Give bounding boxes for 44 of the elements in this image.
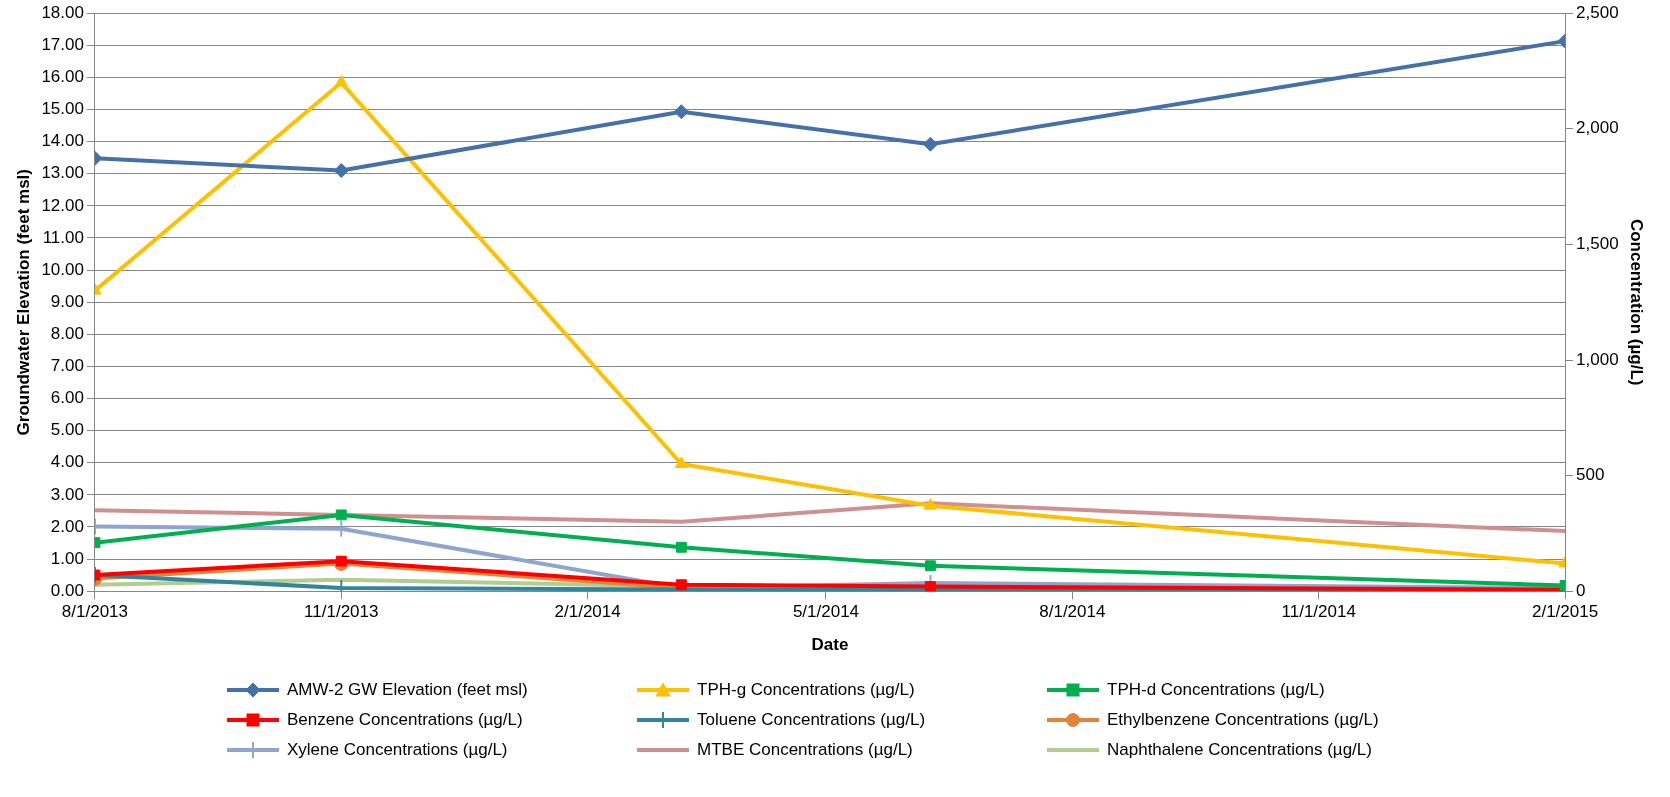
x-tick-label: 8/1/2014	[1039, 602, 1106, 622]
y-tick-label: 4.00	[50, 452, 84, 472]
x-tick-label: 5/1/2014	[792, 602, 860, 622]
legend-label: AMW-2 GW Elevation (feet msl)	[287, 680, 528, 700]
legend-label: TPH-g Concentrations (µg/L)	[697, 680, 915, 700]
y-tick-label: 7.00	[50, 356, 84, 376]
y-tick-label: 18.00	[41, 2, 84, 22]
y-tick-label: 15.00	[41, 99, 84, 119]
y-tick-label: 6.00	[50, 388, 84, 408]
y-tick-label: 5.00	[50, 420, 84, 440]
legend-label: Xylene Concentrations (µg/L)	[287, 740, 508, 760]
legend-label: Benzene Concentrations (µg/L)	[287, 710, 523, 730]
y-tick-label: 1.00	[50, 548, 84, 568]
y-tick-label: 16.00	[41, 67, 84, 87]
y2-axis-title: Concentration (µg/L)	[1627, 218, 1647, 386]
y-tick-label: 10.00	[41, 259, 84, 279]
legend-label: Toluene Concentrations (µg/L)	[697, 710, 926, 730]
y-tick-label: 11.00	[42, 227, 84, 247]
y2-tick-label: 2,000	[1576, 118, 1619, 138]
y-tick-label: 0.00	[50, 580, 84, 600]
x-tick-label: 2/1/2014	[554, 602, 621, 622]
y2-tick-label: 0	[1576, 580, 1586, 600]
x-tick-label: 8/1/2013	[61, 602, 129, 622]
y-tick-label: 8.00	[50, 324, 84, 343]
y2-tick-label: 2,500	[1576, 2, 1619, 22]
y-tick-label: 3.00	[50, 484, 84, 504]
y-tick-label: 12.00	[41, 195, 84, 215]
legend-label: Naphthalene Concentrations (µg/L)	[1107, 740, 1372, 760]
legend-label: Ethylbenzene Concentrations (µg/L)	[1107, 710, 1379, 730]
y-tick-label: 13.00	[41, 163, 84, 183]
y-axis-title: Groundwater Elevation (feet msl)	[13, 169, 33, 436]
x-tick-label: 11/1/2014	[1281, 602, 1356, 622]
legend-label: MTBE Concentrations (µg/L)	[697, 740, 913, 760]
y-tick-label: 14.00	[41, 131, 84, 151]
x-tick-label: 11/1/2013	[304, 602, 379, 622]
y2-tick-label: 1,000	[1576, 349, 1619, 369]
legend-label: TPH-d Concentrations (µg/L)	[1107, 680, 1325, 700]
y-tick-label: 2.00	[50, 516, 84, 536]
y-tick-label: 17.00	[41, 35, 84, 54]
y2-tick-label: 1,500	[1576, 234, 1619, 254]
x-axis-title: Date	[811, 635, 849, 655]
y2-tick-label: 500	[1576, 465, 1605, 485]
y-tick-label: 9.00	[50, 291, 84, 311]
x-tick-label: 2/1/2015	[1531, 602, 1599, 622]
